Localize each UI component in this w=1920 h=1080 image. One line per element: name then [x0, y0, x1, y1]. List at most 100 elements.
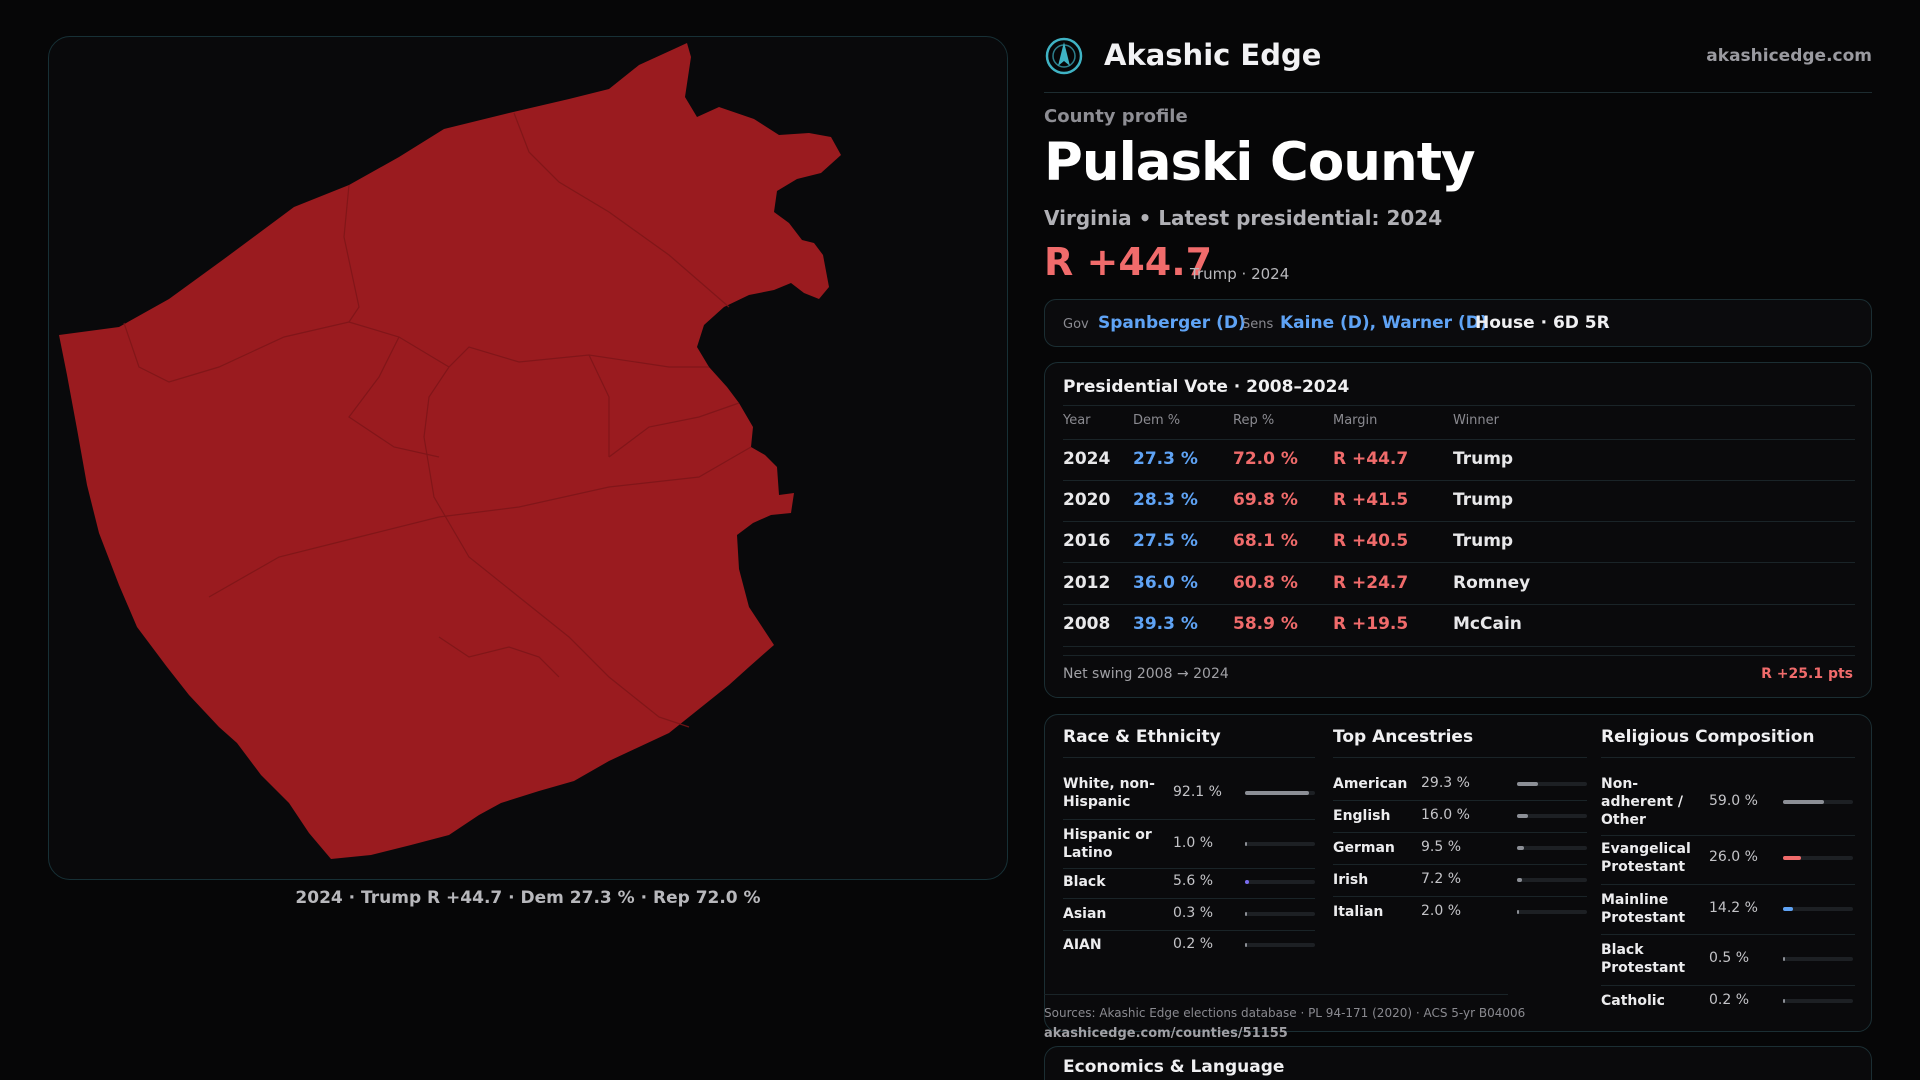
net-swing-label: Net swing 2008 → 2024 — [1063, 666, 1229, 682]
divider — [1063, 480, 1855, 481]
percent-bar-fill — [1517, 782, 1538, 786]
row-dem: 28.3 % — [1133, 490, 1198, 510]
latest-margin-note: Trump · 2024 — [1190, 265, 1290, 283]
percent-bar — [1245, 943, 1315, 947]
row-margin: R +19.5 — [1333, 614, 1409, 634]
county-map[interactable] — [49, 37, 1008, 880]
demographics-card: Race & Ethnicity Top Ancestries Religiou… — [1044, 714, 1872, 1032]
item-label: AIAN — [1063, 937, 1102, 953]
item-label: Asian — [1063, 906, 1107, 922]
divider — [1063, 819, 1315, 820]
col-header-dem: Dem % — [1133, 413, 1181, 428]
item-label: Non-adherent / Other — [1601, 776, 1683, 828]
col-header-year: Year — [1063, 413, 1091, 428]
sources-note: Sources: Akashic Edge elections database… — [1044, 1006, 1526, 1020]
officials-bar: Gov Spanberger (D) Sens Kaine (D), Warne… — [1044, 299, 1872, 347]
item-percent: 9.5 % — [1421, 839, 1462, 855]
presidential-vote-card: Presidential Vote · 2008–2024 Year Dem %… — [1044, 362, 1872, 698]
item-label: Hispanic or Latino — [1063, 827, 1152, 861]
divider — [1601, 884, 1855, 885]
precinct-lines — [123, 112, 752, 728]
divider — [1333, 757, 1587, 758]
item-label: White, non-Hispanic — [1063, 776, 1155, 810]
percent-bar — [1245, 842, 1315, 846]
map-caption: 2024 · Trump R +44.7 · Dem 27.3 % · Rep … — [295, 888, 761, 908]
percent-bar-fill — [1783, 856, 1802, 860]
divider — [1333, 800, 1587, 801]
percent-bar — [1517, 910, 1587, 914]
divider — [1063, 439, 1855, 440]
divider — [1333, 896, 1587, 897]
item-percent: 0.2 % — [1173, 936, 1214, 952]
percent-bar — [1783, 856, 1853, 860]
item-label: Italian — [1333, 904, 1384, 920]
gov-label: Gov — [1063, 317, 1089, 332]
row-rep: 68.1 % — [1233, 531, 1298, 551]
item-percent: 26.0 % — [1709, 849, 1758, 865]
percent-bar-fill — [1783, 957, 1785, 961]
item-label: Mainline Protestant — [1601, 892, 1686, 926]
brand-header: Akashic Edge akashicedge.com — [1044, 36, 1872, 76]
percent-bar-fill — [1517, 910, 1519, 914]
page-title: Pulaski County — [1044, 132, 1476, 193]
item-label: English — [1333, 808, 1391, 824]
percent-bar — [1517, 878, 1587, 882]
item-percent: 2.0 % — [1421, 903, 1462, 919]
row-winner: Trump — [1453, 449, 1514, 469]
county-shape[interactable] — [59, 43, 841, 859]
divider — [1063, 757, 1315, 758]
item-percent: 0.2 % — [1709, 992, 1750, 1008]
divider — [1063, 521, 1855, 522]
divider — [1063, 655, 1855, 656]
net-swing-value: R +25.1 pts — [1761, 666, 1853, 682]
governor-link[interactable]: Spanberger (D) — [1098, 313, 1246, 333]
row-year: 2024 — [1063, 449, 1111, 469]
item-percent: 5.6 % — [1173, 873, 1214, 889]
divider — [1063, 930, 1315, 931]
col-header-winner: Winner — [1453, 413, 1500, 428]
economics-language-card: Economics & Language — [1044, 1046, 1872, 1080]
percent-bar — [1245, 880, 1315, 884]
latest-margin: R +44.7 — [1044, 240, 1213, 284]
row-margin: R +24.7 — [1333, 573, 1409, 593]
county-map-panel[interactable] — [48, 36, 1008, 880]
row-dem: 27.3 % — [1133, 449, 1198, 469]
row-year: 2008 — [1063, 614, 1111, 634]
percent-bar-fill — [1783, 999, 1785, 1003]
percent-bar-fill — [1245, 912, 1247, 916]
percent-bar-fill — [1245, 943, 1247, 947]
profile-eyebrow: County profile — [1044, 106, 1188, 127]
row-year: 2020 — [1063, 490, 1111, 510]
row-rep: 72.0 % — [1233, 449, 1298, 469]
col-header-margin: Margin — [1333, 413, 1378, 428]
race-ethnicity-title: Race & Ethnicity — [1063, 727, 1221, 747]
row-rep: 58.9 % — [1233, 614, 1298, 634]
row-rep: 69.8 % — [1233, 490, 1298, 510]
row-margin: R +41.5 — [1333, 490, 1409, 510]
compass-globe-icon[interactable] — [1044, 36, 1084, 76]
brand-name[interactable]: Akashic Edge — [1104, 38, 1322, 72]
brand-url[interactable]: akashicedge.com — [1706, 46, 1872, 66]
row-rep: 60.8 % — [1233, 573, 1298, 593]
row-dem: 36.0 % — [1133, 573, 1198, 593]
item-label: Black — [1063, 874, 1106, 890]
item-label: Black Protestant — [1601, 942, 1686, 976]
item-percent: 29.3 % — [1421, 775, 1470, 791]
header-divider — [1044, 92, 1872, 93]
row-winner: Trump — [1453, 531, 1514, 551]
house-delegation: House · 6D 5R — [1475, 313, 1610, 333]
item-label: Catholic — [1601, 993, 1665, 1009]
percent-bar — [1517, 782, 1587, 786]
divider — [1063, 646, 1855, 647]
item-percent: 0.3 % — [1173, 905, 1214, 921]
item-label: American — [1333, 776, 1408, 792]
percent-bar — [1783, 999, 1853, 1003]
percent-bar-fill — [1245, 842, 1247, 846]
percent-bar-fill — [1517, 878, 1523, 882]
ancestries-title: Top Ancestries — [1333, 727, 1474, 747]
senators-link[interactable]: Kaine (D), Warner (D) — [1280, 313, 1488, 333]
percent-bar — [1783, 907, 1853, 911]
source-url-link[interactable]: akashicedge.com/counties/51155 — [1044, 1026, 1288, 1041]
row-winner: McCain — [1453, 614, 1522, 634]
percent-bar-fill — [1783, 907, 1793, 911]
